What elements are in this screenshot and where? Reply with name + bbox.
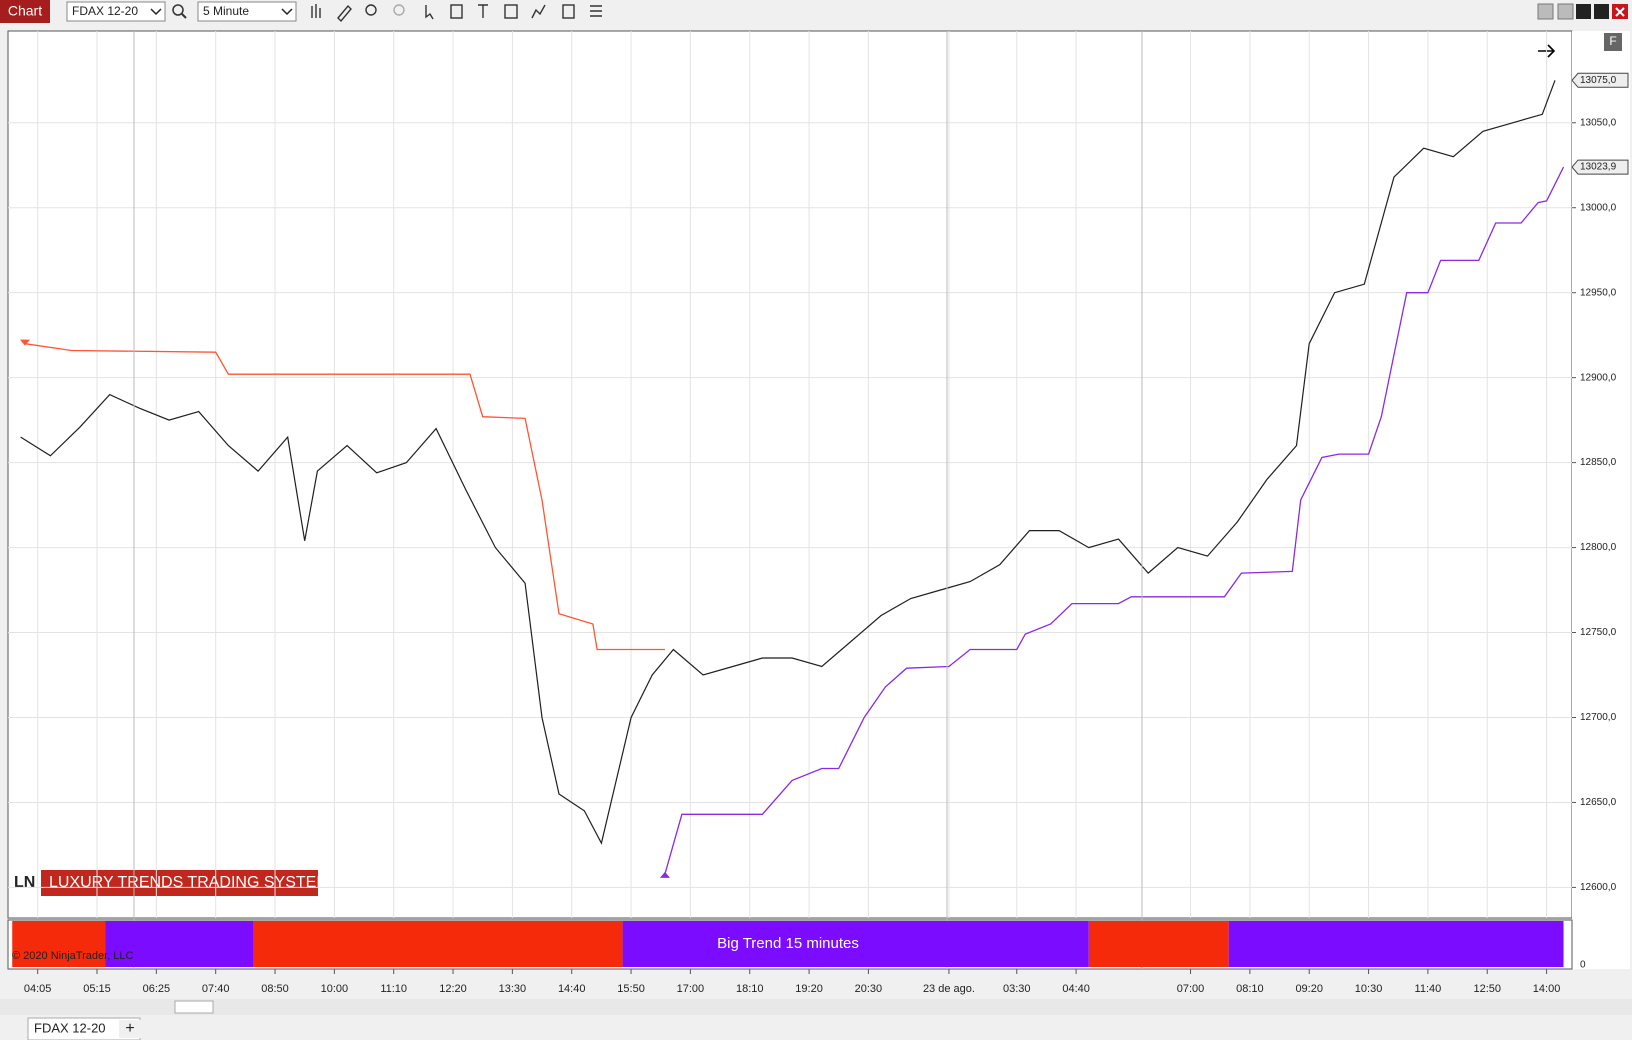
x-tick-label: 09:20 [1295, 983, 1323, 995]
y-tick-label: 12650,0 [1580, 797, 1617, 808]
x-tick-label: 08:50 [261, 983, 289, 995]
y-tick-label: 12850,0 [1580, 457, 1617, 468]
interval-select[interactable] [197, 1, 297, 22]
x-tick-label: 10:30 [1355, 983, 1383, 995]
scroll-right-arrow[interactable] [1538, 44, 1556, 58]
x-tick-label: 07:40 [202, 983, 230, 995]
x-tick-label: 14:00 [1533, 983, 1561, 995]
badge-box [41, 870, 318, 896]
price-marker-label: 13075,0 [1580, 75, 1617, 86]
x-tick-label: 18:10 [736, 983, 764, 995]
signal-marker [19, 339, 30, 346]
price-axis [1572, 31, 1630, 969]
y-tick-label: 12950,0 [1580, 287, 1617, 298]
trend-y-tick-label: 0 [1580, 960, 1586, 971]
panel-button[interactable] [1604, 33, 1622, 51]
x-tick-label: 17:00 [677, 983, 705, 995]
chart-tab[interactable] [0, 0, 50, 23]
copyright: © 2020 NinjaTrader, LLC [12, 950, 133, 962]
x-tick-label: 11:10 [380, 983, 407, 995]
y-tick-label: 12600,0 [1580, 882, 1617, 893]
scrollbar[interactable] [0, 999, 1632, 1015]
y-tick-label: 13050,0 [1580, 117, 1617, 128]
trend-segment [253, 921, 623, 967]
plot-area [8, 31, 1572, 918]
add-tab-button[interactable] [119, 1020, 141, 1038]
chart-tab-label: Chart [8, 3, 42, 19]
trend-segment [12, 921, 106, 967]
panel-button-label: F [1609, 34, 1616, 48]
price-panel [7, 30, 1573, 919]
x-tick-label: 19:20 [795, 983, 823, 995]
x-tick-label: 05:15 [83, 983, 111, 995]
search-icon-handle [181, 13, 187, 19]
x-tick-label: 06:25 [143, 983, 171, 995]
x-tick-label: 10:00 [321, 983, 349, 995]
x-tick-label: 20:30 [855, 983, 883, 995]
window-buttons[interactable] [1537, 3, 1628, 20]
instrument-label: FDAX 12-20 [72, 4, 138, 18]
x-tick-label: 04:40 [1062, 983, 1090, 995]
x-tick-label: 13:30 [499, 983, 527, 995]
instrument-select[interactable] [66, 1, 166, 22]
x-tick-label: 12:20 [439, 983, 467, 995]
price-marker [1571, 159, 1629, 175]
toolbar-icons[interactable] [311, 4, 602, 23]
trend-segment [1228, 921, 1564, 967]
dropdown-arrow [281, 8, 293, 16]
signal-marker [659, 871, 670, 878]
instrument-tab-label: FDAX 12-20 [34, 1020, 106, 1035]
y-tick-label: 12700,0 [1580, 712, 1617, 723]
y-tick-label: 12900,0 [1580, 372, 1617, 383]
x-tick-label: 04:05 [24, 983, 52, 995]
x-tick-label: 12:50 [1473, 983, 1501, 995]
x-tick-label: 14:40 [558, 983, 586, 995]
interval-label: 5 Minute [203, 4, 249, 18]
trend-segment [1088, 921, 1229, 967]
price-marker [1571, 72, 1629, 88]
x-tick-label: 11:40 [1415, 983, 1442, 995]
add-tab-label: + [125, 1020, 134, 1037]
x-tick-label: 03:30 [1003, 983, 1031, 995]
x-tick-label: 15:50 [617, 983, 645, 995]
trend-segment [622, 921, 1089, 967]
search-icon[interactable] [172, 4, 184, 16]
series-line [664, 166, 1565, 874]
trend-label: Big Trend 15 minutes [717, 935, 859, 952]
trend-segment [105, 921, 254, 967]
dropdown-arrow [150, 8, 162, 16]
x-tick-label: 23 de ago. [923, 983, 975, 995]
y-tick-label: 12800,0 [1580, 542, 1617, 553]
x-tick-label: 07:00 [1177, 983, 1205, 995]
badge-short: LN [14, 874, 35, 891]
price-marker-label: 13023,9 [1580, 162, 1617, 173]
y-tick-label: 12750,0 [1580, 627, 1617, 638]
x-tick-label: 08:10 [1236, 983, 1264, 995]
series-line [24, 343, 665, 651]
y-tick-label: 13000,0 [1580, 202, 1617, 213]
series-line [20, 80, 1556, 845]
badge-title: LUXURY TRENDS TRADING SYSTEM [49, 874, 330, 891]
scrollbar-thumb[interactable] [174, 1000, 214, 1014]
